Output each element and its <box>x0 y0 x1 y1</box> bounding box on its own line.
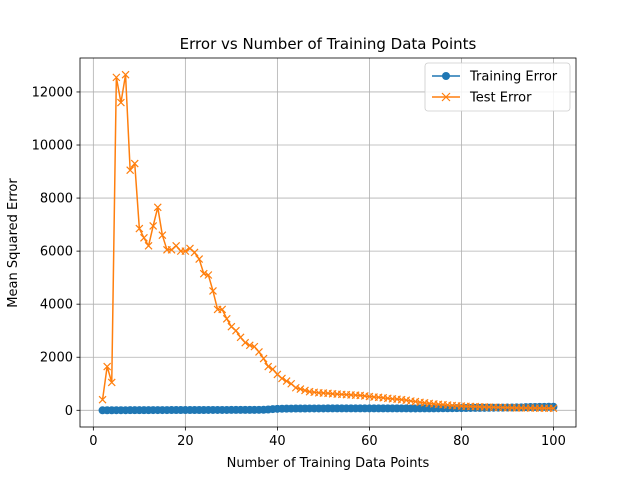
test-error-point <box>140 233 148 242</box>
test-error-point <box>282 377 291 386</box>
y-axis-label: Mean Squared Error <box>6 178 21 308</box>
test-error-point <box>301 386 309 395</box>
x-tick-label: 20 <box>177 434 194 449</box>
test-error-point <box>158 231 167 240</box>
test-error-point <box>209 286 217 295</box>
plot-frame <box>79 57 577 428</box>
test-error-point <box>241 338 250 347</box>
test-error-point <box>130 159 139 168</box>
test-error-point <box>291 383 300 392</box>
x-axis-label: Number of Training Data Points <box>227 456 430 471</box>
x-tick-label: 80 <box>453 434 470 449</box>
test-error-point <box>296 385 305 393</box>
legend-label-training-error: Training Error <box>469 70 558 85</box>
test-error-point <box>190 248 199 257</box>
test-error-point <box>264 362 273 371</box>
test-error-point <box>126 166 135 175</box>
test-error-point <box>149 221 158 230</box>
y-tick-label: 6000 <box>40 245 73 260</box>
y-tick-label: 8000 <box>40 192 73 207</box>
test-error-point <box>103 362 112 371</box>
test-error-point <box>144 241 153 250</box>
test-error-point <box>278 374 286 383</box>
legend-training-marker <box>442 72 450 80</box>
test-error-point <box>259 354 268 363</box>
x-tick-label: 60 <box>361 434 378 449</box>
plot-series <box>98 70 558 415</box>
y-tick-label: 12000 <box>32 85 73 100</box>
test-error-point <box>121 70 130 79</box>
y-tick-label: 10000 <box>32 139 73 154</box>
legend: Training Error Test Error <box>424 62 571 112</box>
legend-test-marker <box>441 92 451 102</box>
test-error-point <box>255 348 263 356</box>
test-error-point <box>199 269 208 278</box>
test-error-point <box>135 224 144 233</box>
test-error-point <box>153 203 162 212</box>
test-error-point <box>549 404 558 413</box>
test-error-point <box>245 341 254 350</box>
y-tick-label: 4000 <box>40 298 73 313</box>
test-error-point <box>117 98 125 107</box>
test-error-point <box>181 247 190 256</box>
y-tick-label: 0 <box>65 404 73 419</box>
axis-ticks: 0 20 40 60 80 100 0 2000 4000 6000 8000 10000 12000 <box>32 85 566 449</box>
test-error-point <box>98 395 107 404</box>
chart-title: Error vs Number of Training Data Points <box>180 35 477 53</box>
test-error-point <box>112 73 121 82</box>
test-error-point <box>204 271 213 279</box>
legend-label-test-error: Test Error <box>469 91 532 106</box>
test-error-point <box>195 255 204 264</box>
test-error-point <box>222 314 231 323</box>
y-tick-label: 2000 <box>40 351 73 366</box>
legend-box <box>424 62 571 112</box>
x-tick-label: 100 <box>541 434 566 449</box>
x-tick-label: 0 <box>89 434 97 449</box>
test-error-point <box>232 326 240 335</box>
grid <box>80 58 576 427</box>
test-error-point <box>218 305 227 314</box>
x-tick-label: 40 <box>269 434 286 449</box>
test-error-point <box>107 378 116 387</box>
